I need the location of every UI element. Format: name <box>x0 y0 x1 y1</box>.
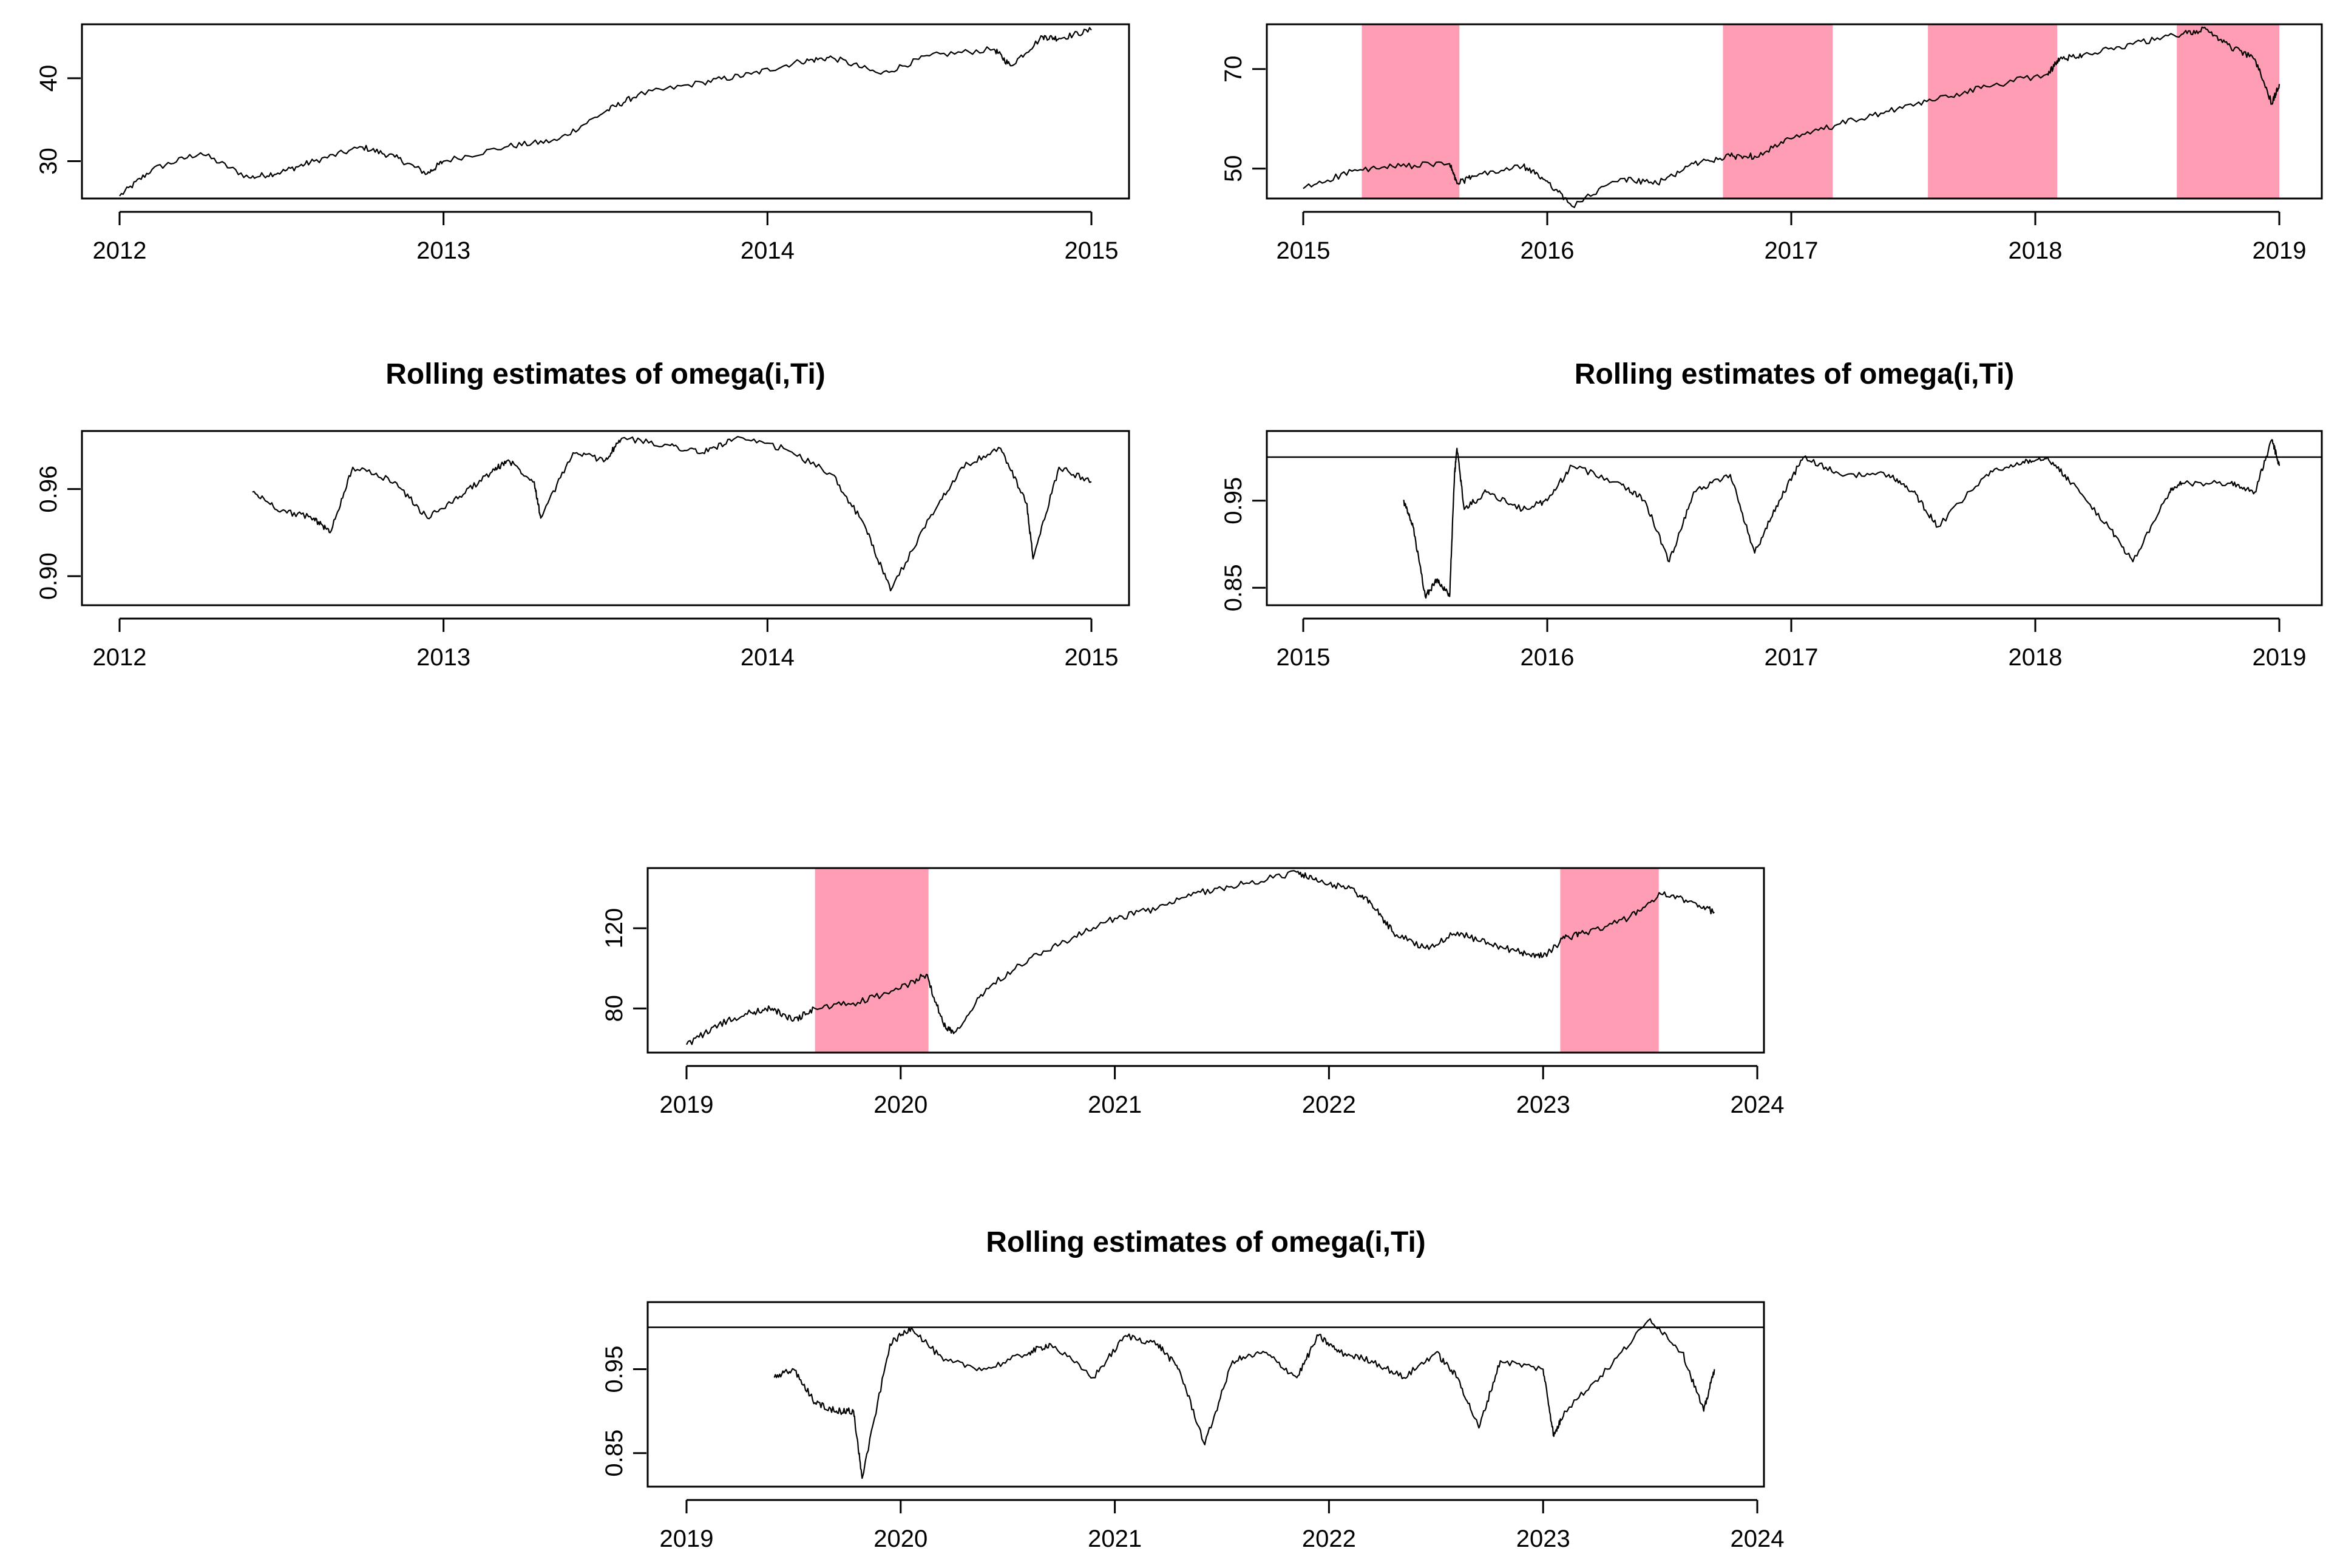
series-line <box>773 1318 1715 1479</box>
series-line <box>1303 26 2281 208</box>
x-tick-label: 2016 <box>1521 644 1575 671</box>
shaded-region <box>1928 25 2058 198</box>
panel-p1: 2012 2013 2014 2015 30 40 <box>35 23 1130 264</box>
panel-p2: 2015 2016 2017 2018 2019 50 70 <box>1220 23 2323 264</box>
x-tick-label: 2022 <box>1302 1526 1356 1552</box>
x-tick-label: 2017 <box>1765 644 1819 671</box>
plot-frame <box>81 23 1130 200</box>
y-tick-label: 30 <box>35 148 62 175</box>
x-tick-label: 2019 <box>2253 237 2307 264</box>
x-tick-label: 2019 <box>660 1526 714 1552</box>
panel-p6: 2019 2020 2021 2022 2023 2024 0.85 0.95 Rolling … <box>601 1226 1784 1552</box>
x-tick-label: 2012 <box>93 644 147 671</box>
x-tick-label: 2023 <box>1516 1091 1570 1118</box>
x-tick-label: 2013 <box>416 237 470 264</box>
y-tick-label: 80 <box>601 995 628 1022</box>
panel-p4: 2015 2016 2017 2018 2019 0.85 0.95 Rolling esti… <box>1220 358 2323 671</box>
plot-frame <box>646 1301 1765 1488</box>
x-tick-label: 2022 <box>1302 1091 1356 1118</box>
x-tick-label: 2014 <box>741 644 795 671</box>
x-tick-label: 2019 <box>2253 644 2307 671</box>
x-tick-label: 2017 <box>1765 237 1819 264</box>
x-tick-label: 2018 <box>2009 644 2063 671</box>
x-tick-label: 2021 <box>1088 1526 1142 1552</box>
series-line <box>1403 439 2281 599</box>
y-tick-label: 0.85 <box>1220 564 1247 611</box>
series-line <box>119 27 1092 197</box>
y-tick-label: 0.96 <box>35 466 62 513</box>
x-tick-label: 2019 <box>660 1091 714 1118</box>
panel-p5: 2019 2020 2021 2022 2023 2024 80 120 <box>601 867 1785 1118</box>
chart-title: Rolling estimates of omega(i,Ti) <box>1575 358 2015 390</box>
y-tick-label: 50 <box>1220 155 1247 183</box>
x-tick-label: 2013 <box>416 644 470 671</box>
series-line <box>686 870 1715 1045</box>
x-tick-label: 2016 <box>1521 237 1575 264</box>
shaded-region <box>815 869 929 1052</box>
series-line <box>252 436 1092 592</box>
x-tick-label: 2012 <box>93 237 147 264</box>
x-tick-label: 2015 <box>1277 237 1331 264</box>
shaded-region <box>2177 25 2279 198</box>
x-tick-label: 2020 <box>873 1526 928 1552</box>
chart-title: Rolling estimates of omega(i,Ti) <box>986 1226 1426 1258</box>
y-tick-label: 120 <box>601 908 628 949</box>
y-tick-label: 70 <box>1220 56 1247 83</box>
shaded-region <box>1723 25 1833 198</box>
x-tick-label: 2024 <box>1731 1091 1785 1118</box>
plot-frame <box>1266 430 2323 606</box>
shaded-region <box>1362 25 1460 198</box>
x-tick-label: 2018 <box>2009 237 2063 264</box>
x-tick-label: 2020 <box>873 1091 928 1118</box>
x-tick-label: 2015 <box>1277 644 1331 671</box>
panel-p3: 2012 2013 2014 2015 0.90 0.96 Rolling estimate… <box>35 358 1130 671</box>
x-tick-label: 2015 <box>1065 237 1119 264</box>
x-tick-label: 2023 <box>1516 1526 1570 1552</box>
plot-frame <box>646 867 1765 1054</box>
plot-frame <box>1266 23 2323 200</box>
y-tick-label: 40 <box>35 65 62 92</box>
y-tick-label: 0.95 <box>1220 477 1247 524</box>
y-tick-label: 0.90 <box>35 552 62 600</box>
chart-title: Rolling estimates of omega(i,Ti) <box>385 358 826 390</box>
y-tick-label: 0.85 <box>601 1430 628 1477</box>
y-tick-label: 0.95 <box>601 1346 628 1393</box>
shaded-region <box>1560 869 1659 1052</box>
x-tick-label: 2021 <box>1088 1091 1142 1118</box>
plot-frame <box>81 430 1130 606</box>
x-tick-label: 2024 <box>1731 1526 1785 1552</box>
x-tick-label: 2014 <box>741 237 795 264</box>
x-tick-label: 2015 <box>1065 644 1119 671</box>
